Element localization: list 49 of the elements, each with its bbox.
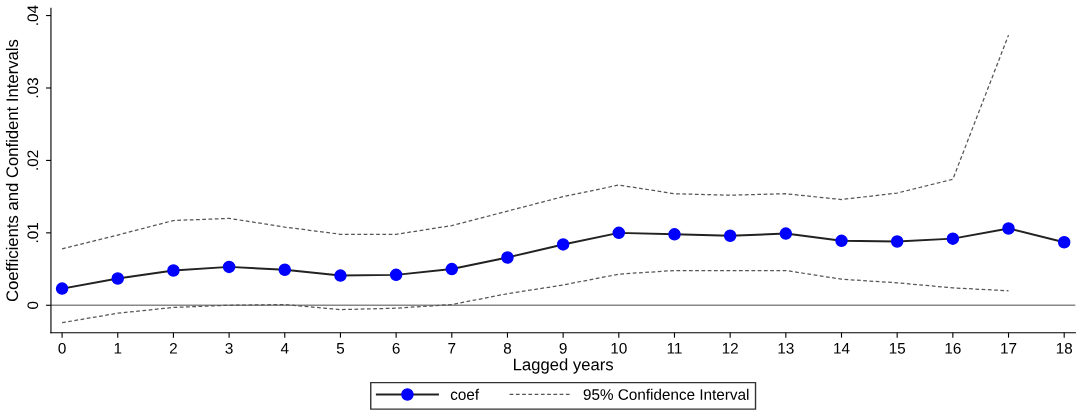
x-tick-label: 8 [503,342,512,354]
y-tick-label: .04 [27,5,39,25]
x-tick-label: 9 [559,342,567,354]
y-tick-label: .02 [27,150,39,170]
point [501,251,514,264]
x-tick-label: 1 [114,343,122,354]
x-tick-label: 0 [58,342,66,354]
y-tick-label: .03 [27,78,39,98]
point [668,228,681,241]
y-tick-label: 0 [27,301,39,309]
x-tick-label: 12 [722,342,738,354]
legend-label: 95% Confidence Interval [583,388,749,400]
x-tick-label: 17 [1001,343,1017,354]
x-tick-label: 3 [225,342,233,354]
x-tick-label: 18 [1056,342,1073,354]
x-tick-label: 14 [834,343,850,354]
x-axis-title: Lagged years [514,358,614,374]
point [55,282,69,295]
point [389,268,403,282]
x-tick-label: 7 [448,343,456,354]
point [278,263,292,277]
x-tick-label: 15 [889,343,906,354]
x-tick-label: 11 [667,343,682,354]
line-series [61,269,1010,324]
x-tick-label: 13 [778,342,794,354]
point [612,226,626,240]
point [556,238,570,251]
y-tick-label: .01 [27,222,39,243]
x-tick-label: 10 [611,342,627,354]
x-tick-label: 5 [336,343,345,354]
x-tick-label: 2 [169,342,177,354]
x-tick-label: 6 [392,342,400,354]
point [445,262,459,276]
legend-label: coef [450,388,480,400]
point [222,260,236,274]
y-axis-title: Coefficients and Confident Intervals [5,39,19,302]
line-series [61,34,1010,250]
point [835,234,848,248]
point [723,229,737,242]
x-tick-label: 4 [280,343,289,354]
point [334,269,347,282]
point [167,264,180,277]
point [946,232,960,245]
point [1057,236,1071,249]
point [1002,222,1015,235]
point [111,272,125,285]
point [779,227,793,240]
point [890,235,904,248]
x-tick-label: 16 [945,342,961,354]
